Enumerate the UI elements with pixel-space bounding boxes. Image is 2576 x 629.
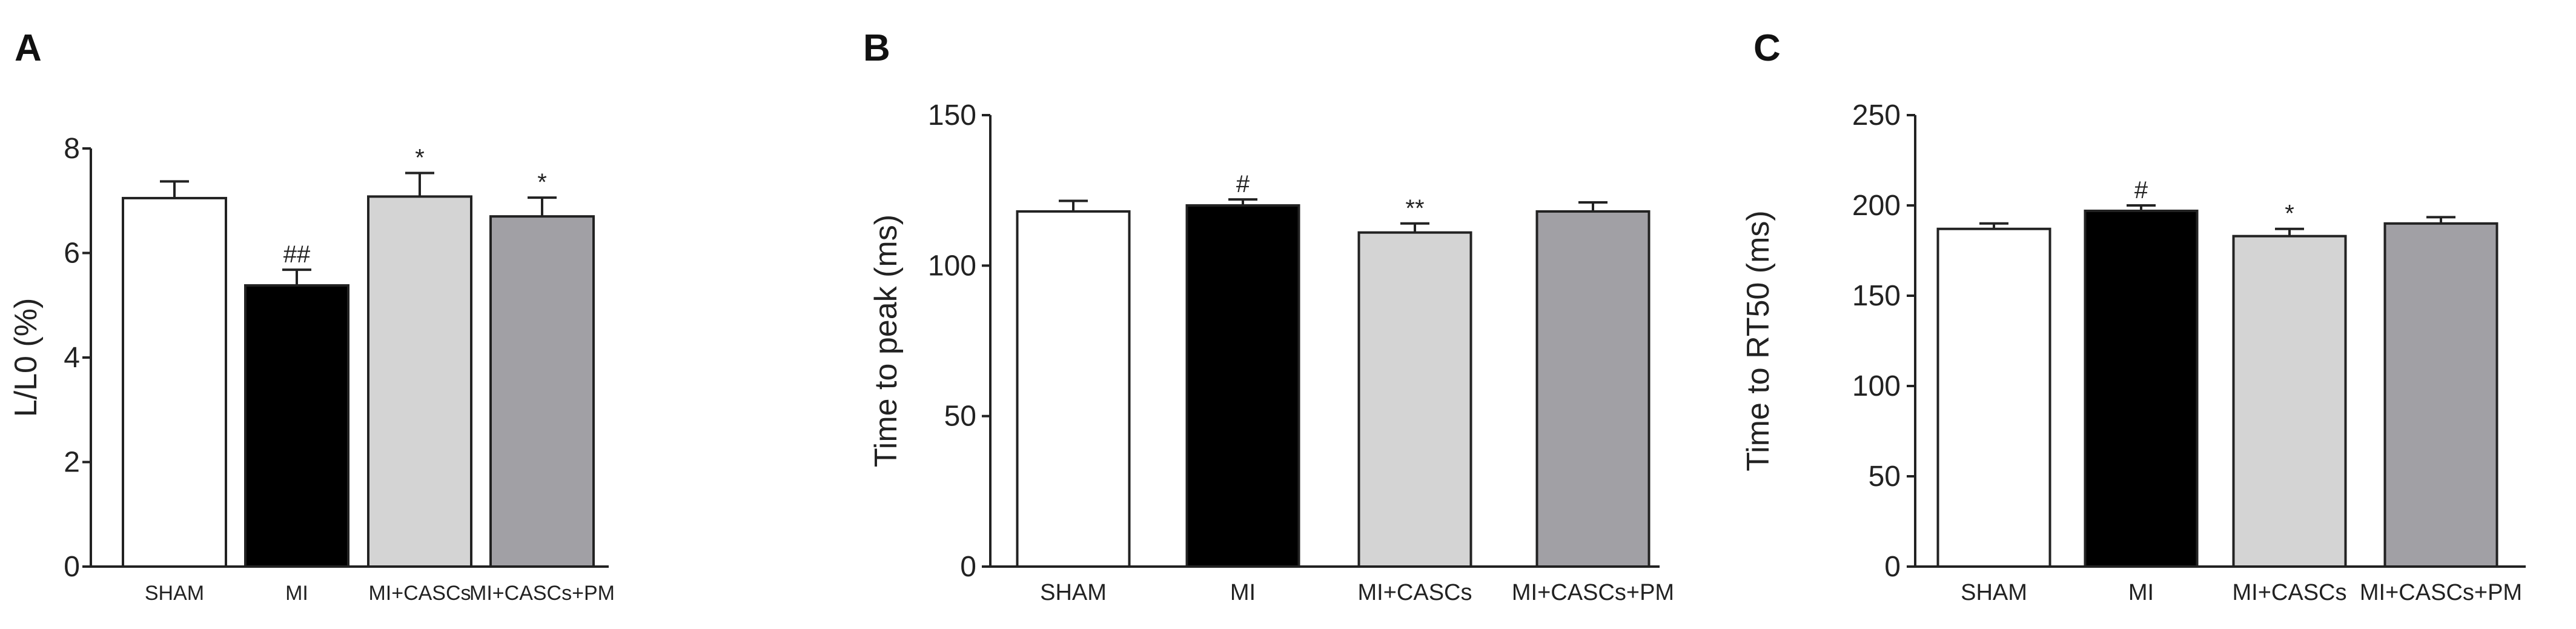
- y-tick-label: 50: [1869, 461, 1901, 493]
- y-axis-label: L/L0 (%): [8, 298, 44, 418]
- significance-marker: #: [2134, 177, 2148, 204]
- x-tick-label: MI: [1230, 580, 1256, 605]
- y-tick-label: 6: [64, 238, 80, 270]
- bar: [367, 195, 472, 568]
- bar: [489, 215, 595, 568]
- bar: [244, 284, 349, 568]
- panel-c: C 0 50 100 150 200 250 Time to RT50 (ms) SHAM # MI…: [1741, 27, 2526, 605]
- y-tick-label: 150: [1852, 280, 1901, 312]
- x-tick-label: SHAM: [145, 582, 204, 605]
- x-tick-label: MI+CASCs: [1358, 580, 1472, 605]
- significance-marker: *: [415, 145, 425, 171]
- bar: [2084, 209, 2199, 568]
- bar: [1185, 204, 1300, 568]
- x-tick-label: MI+CASCs: [368, 582, 471, 605]
- significance-marker: *: [2285, 201, 2294, 227]
- x-tick-label: SHAM: [1961, 580, 2027, 605]
- panel-b: B 0 50 100 150 Time to peak (ms) SHAM # MI ** MI+C…: [863, 27, 1674, 605]
- significance-marker: #: [1236, 171, 1250, 198]
- bar: [1535, 210, 1651, 568]
- y-tick-label: 100: [928, 250, 976, 282]
- panel-letter-c: C: [1753, 27, 1781, 69]
- y-tick-label: 50: [944, 401, 976, 433]
- significance-marker: ##: [283, 241, 311, 268]
- y-tick-label: 0: [1884, 551, 1901, 583]
- significance-marker: **: [1405, 195, 1424, 222]
- y-tick-label: 2: [64, 447, 80, 479]
- y-tick-label: 250: [1852, 99, 1901, 131]
- x-tick-label: MI+CASCs+PM: [1512, 580, 1674, 605]
- y-tick-label: 200: [1852, 190, 1901, 222]
- bar: [1936, 227, 2051, 568]
- x-tick-label: MI: [285, 582, 308, 605]
- bar: [2232, 235, 2347, 568]
- bar: [122, 196, 227, 568]
- x-tick-label: MI: [2128, 580, 2154, 605]
- panel-letter-a: A: [15, 27, 42, 69]
- y-tick-label: 100: [1852, 370, 1901, 402]
- y-tick-label: 8: [64, 133, 80, 165]
- bar: [1357, 231, 1472, 568]
- y-tick-label: 0: [960, 551, 976, 583]
- y-axis-label: Time to RT50 (ms): [1741, 210, 1776, 471]
- x-tick-label: MI+CASCs: [2233, 580, 2347, 605]
- panel-letter-b: B: [863, 27, 890, 69]
- x-tick-label: SHAM: [1040, 580, 1107, 605]
- bar: [2383, 222, 2498, 568]
- significance-marker: *: [537, 169, 547, 196]
- y-tick-label: 150: [928, 99, 976, 131]
- panel-a: A 0 2 4 6 8 L/L0 (%) SHAM ## MI * MI+CASCs * MI+CASCs…: [8, 27, 615, 605]
- y-tick-label: 4: [64, 342, 80, 374]
- bar: [1016, 210, 1131, 568]
- y-tick-label: 0: [64, 551, 80, 583]
- x-tick-label: MI+CASCs+PM: [469, 582, 615, 605]
- x-tick-label: MI+CASCs+PM: [2360, 580, 2522, 605]
- y-axis-label: Time to peak (ms): [869, 215, 904, 467]
